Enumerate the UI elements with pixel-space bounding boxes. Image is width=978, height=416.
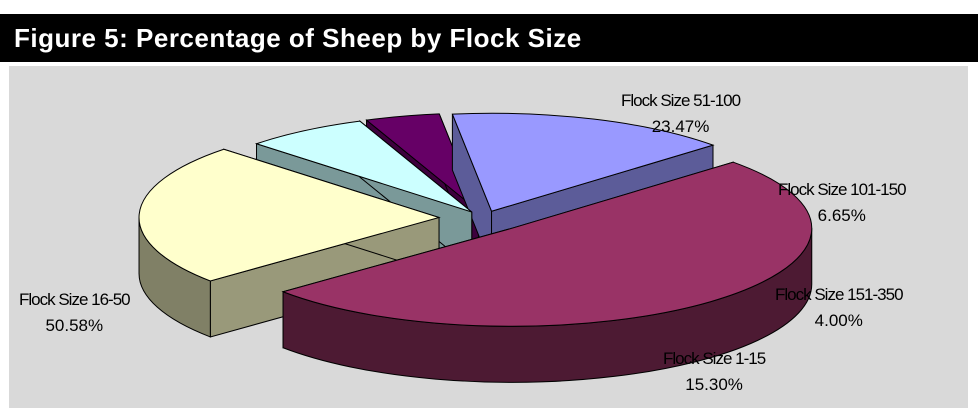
slice-value: 4.00%	[814, 311, 863, 330]
slice-name: Flock Size 51-100	[621, 91, 741, 110]
pie-slice	[281, 161, 813, 383]
slice-value: 23.47%	[651, 117, 710, 136]
slice-name: Flock Size 1-15	[663, 349, 766, 368]
slice-value: 50.58%	[45, 316, 104, 335]
pie-slice-top	[365, 113, 479, 212]
pie-slice-top	[451, 112, 715, 212]
pie-slice-top	[254, 120, 473, 213]
label-flock-151-350: Flock Size 151-350 4.00%	[775, 282, 904, 334]
label-flock-101-150: Flock Size 101-150 6.65%	[778, 177, 907, 229]
slice-value: 15.30%	[685, 375, 743, 394]
slice-name: Flock Size 151-350	[775, 285, 904, 304]
pie-slice-top	[138, 148, 441, 282]
slice-name: Flock Size 101-150	[778, 180, 907, 199]
label-flock-1-15: Flock Size 1-15 15.30%	[663, 346, 766, 398]
label-flock-16-50: Flock Size 16-50 50.58%	[19, 287, 131, 339]
slice-value: 6.65%	[817, 206, 866, 225]
label-flock-51-100: Flock Size 51-100 23.47%	[621, 88, 741, 140]
plot-area: Flock Size 51-100 23.47% Flock Size 101-…	[9, 66, 968, 408]
pie-slice-top	[281, 161, 813, 327]
pie-slice	[138, 148, 441, 338]
slice-name: Flock Size 16-50	[19, 290, 131, 309]
figure-title: Figure 5: Percentage of Sheep by Flock S…	[14, 23, 582, 53]
pie-chart	[138, 112, 813, 383]
figure-title-bar: Figure 5: Percentage of Sheep by Flock S…	[0, 14, 978, 62]
